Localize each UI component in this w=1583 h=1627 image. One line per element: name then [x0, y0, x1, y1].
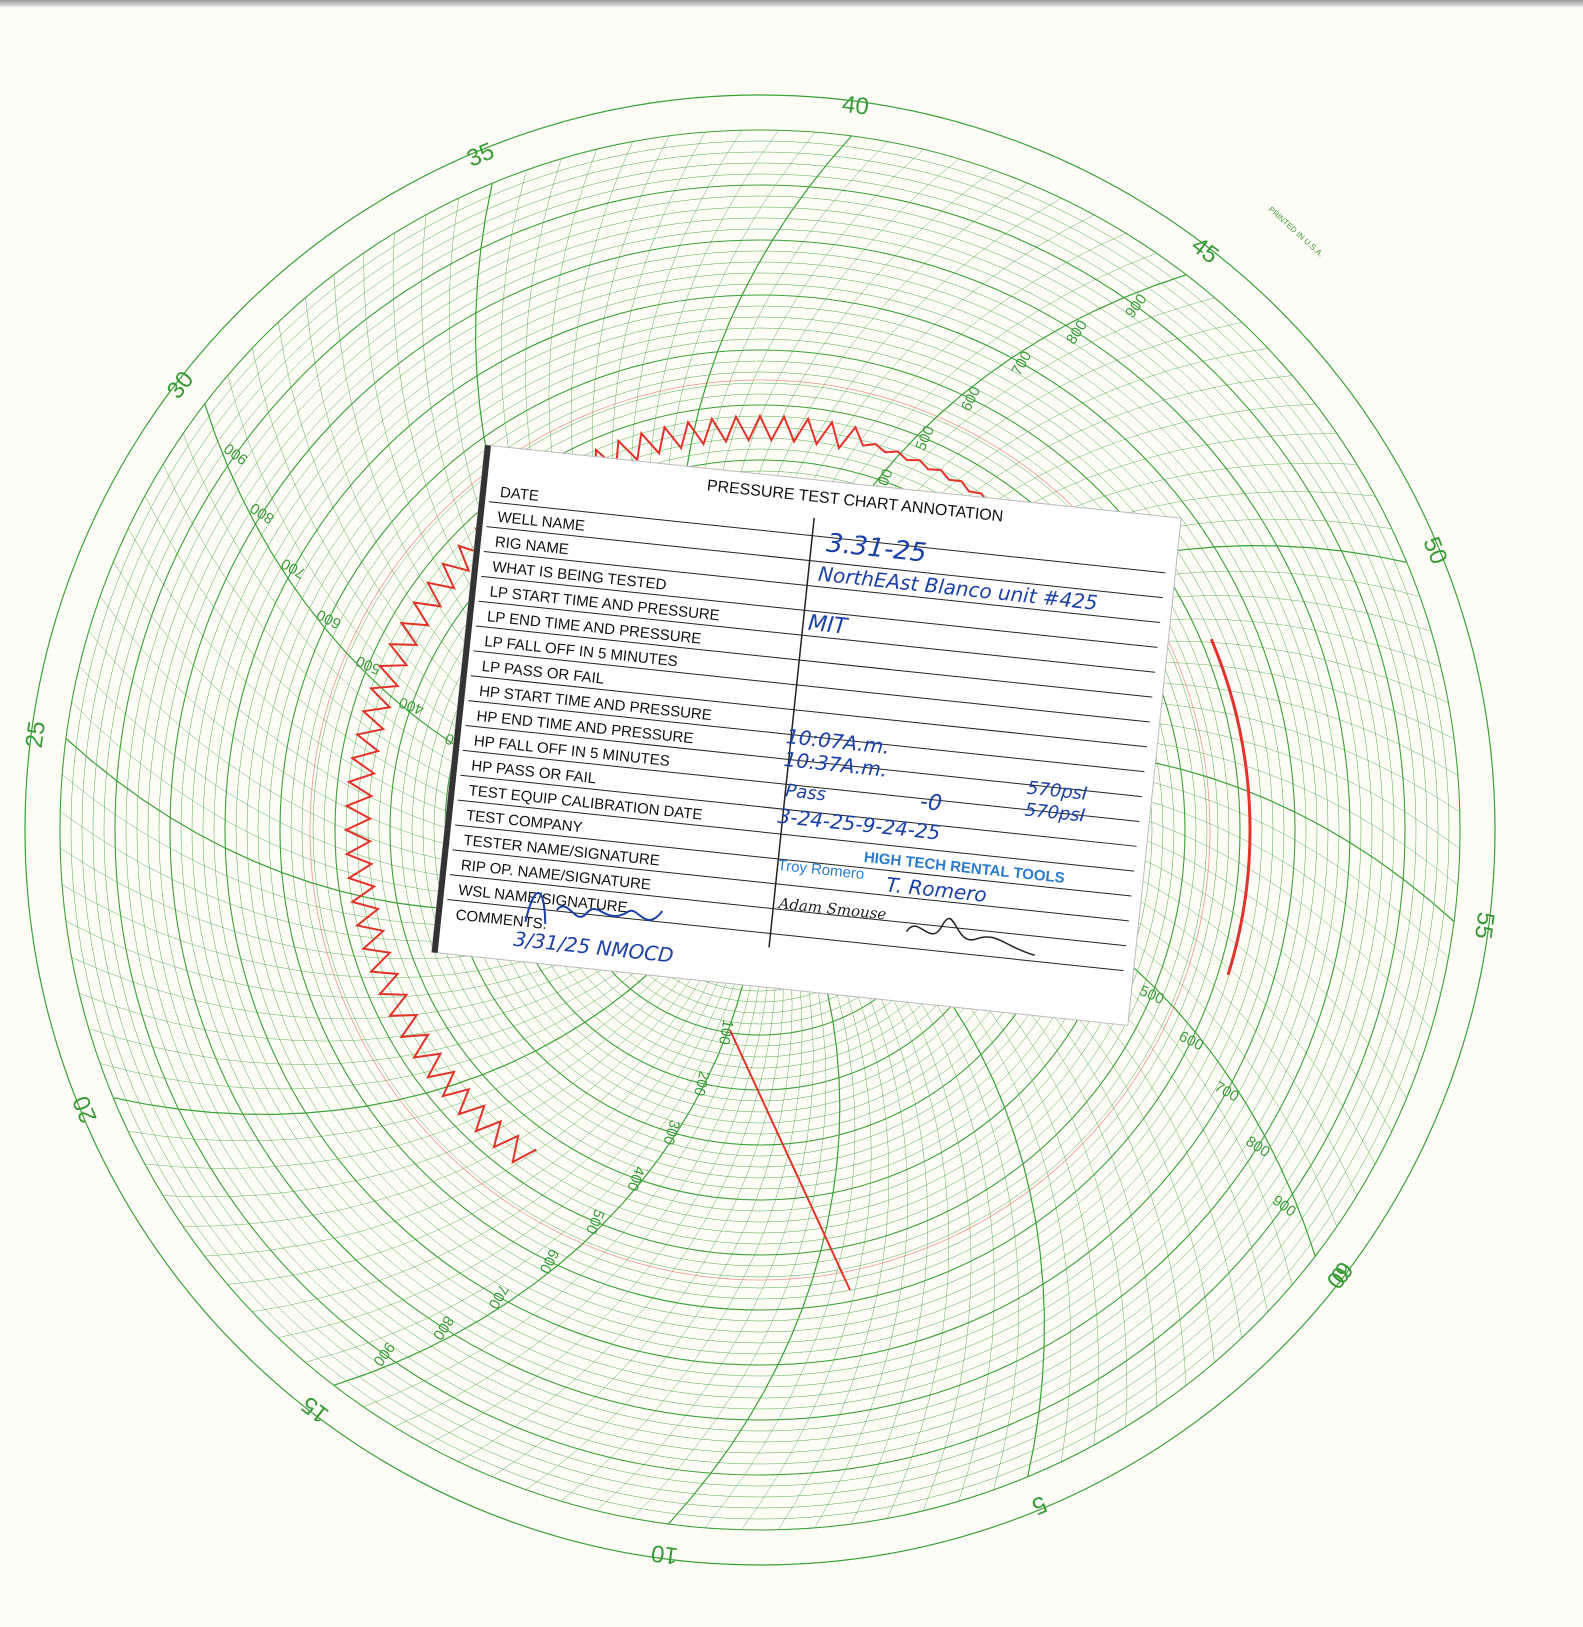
value-hp-pass-fail: Pass [784, 780, 827, 805]
time-arc [814, 951, 908, 1528]
card-row-line [473, 650, 1150, 723]
pressure-ring [235, 305, 1285, 1355]
time-arc [79, 935, 655, 1042]
pressure-ring [290, 360, 1230, 1300]
time-arc [100, 946, 666, 1090]
pressure-ring [213, 283, 1307, 1377]
time-arc [632, 969, 827, 1519]
pressure-ring [59, 129, 1461, 1531]
card-row-line [481, 575, 1158, 648]
pressure-ring [312, 382, 1208, 1278]
pressure-ring [180, 250, 1340, 1410]
time-label: 10 [650, 1539, 680, 1569]
pressure-ring [224, 294, 1296, 1366]
trace-drop [729, 1029, 851, 1291]
card-row-line [447, 899, 1124, 972]
time-arc [560, 974, 803, 1502]
pressure-ring [158, 228, 1362, 1432]
time-label: 55 [1469, 910, 1499, 940]
printed-note: PRINTED IN U.S.A. [1267, 205, 1326, 259]
time-arc [851, 946, 928, 1525]
time-arc [305, 978, 737, 1363]
pressure-ring [147, 217, 1373, 1443]
time-label: 40 [840, 91, 870, 121]
pressure-ring [136, 206, 1384, 1454]
annotation-card: PRESSURE TEST CHART ANNOTATION DATEWELL … [431, 444, 1182, 1026]
card-field-label: DATE [499, 484, 539, 505]
time-label: 25 [21, 720, 51, 750]
time-arc [394, 979, 761, 1427]
pressure-ring [323, 393, 1197, 1267]
card-row-line [462, 749, 1140, 822]
pressure-ring [202, 272, 1318, 1388]
pressure-ring [334, 404, 1186, 1256]
time-arc [363, 979, 753, 1407]
card-row-line [449, 874, 1127, 947]
pressure-ring [114, 184, 1406, 1476]
pressure-ring [169, 239, 1351, 1421]
time-arc [182, 966, 700, 1227]
time-arc [252, 974, 722, 1312]
pressure-ring [367, 437, 1153, 1223]
time-arc [668, 966, 841, 1525]
card-row-line [489, 501, 1166, 574]
card-row-line [486, 526, 1163, 599]
time-arc [491, 978, 784, 1477]
pressure-ring [103, 173, 1417, 1487]
time-arc [144, 959, 686, 1169]
pressure-ring [125, 195, 1395, 1465]
time-arc [425, 979, 769, 1446]
pressure-label: 100 [715, 1018, 736, 1046]
rig-op-signature [905, 917, 1035, 956]
card-row-line [468, 700, 1145, 773]
trace-hp-hold [1209, 638, 1252, 976]
pressure-label: 300 [659, 1118, 683, 1147]
pressure-ring [257, 327, 1263, 1333]
pressure-label: 200 [690, 1069, 713, 1097]
annotation-card-layer: PRESSURE TEST CHART ANNOTATION DATEWELL … [431, 444, 1182, 1026]
card-row-line [470, 675, 1148, 748]
card-row-line [465, 725, 1142, 798]
time-arc [526, 976, 793, 1490]
card-row-line [452, 849, 1129, 922]
time-arc [113, 950, 673, 1116]
card-row-line [457, 799, 1135, 872]
card-row-line [478, 600, 1155, 673]
time-arc [596, 972, 814, 1511]
wsl-signature [524, 892, 664, 924]
pressure-ring [356, 426, 1164, 1234]
time-arc [71, 930, 649, 1020]
value-what-tested: MIT [807, 611, 850, 640]
time-arc [704, 963, 856, 1528]
card-row-line [475, 625, 1153, 698]
time-arc [871, 930, 995, 1502]
time-arc [778, 955, 890, 1530]
scan-top-edge [0, 0, 1583, 8]
pressure-ring [279, 349, 1241, 1311]
card-row-line [460, 774, 1137, 847]
pressure-ring [81, 151, 1439, 1509]
card-row-line [455, 824, 1132, 897]
card-row-line [483, 550, 1161, 624]
time-arc [741, 959, 872, 1530]
time-arc [865, 935, 972, 1511]
pressure-ring [70, 140, 1450, 1520]
time-arc [227, 972, 714, 1285]
value-hp-fall-off: -0 [919, 790, 943, 817]
time-arc [860, 941, 950, 1519]
pressure-ring [246, 316, 1274, 1344]
pressure-ring [301, 371, 1219, 1289]
card-left-bar [431, 445, 491, 953]
card-column-divider [768, 517, 815, 948]
time-arc [88, 941, 660, 1065]
time-arc [458, 979, 776, 1462]
trace-faint-ring [309, 379, 1211, 1281]
time-arc [163, 963, 693, 1198]
time-arc [204, 969, 707, 1257]
time-arc [277, 976, 729, 1338]
pressure-ring [92, 162, 1428, 1498]
time-arc [333, 979, 745, 1386]
time-arc [128, 955, 679, 1142]
